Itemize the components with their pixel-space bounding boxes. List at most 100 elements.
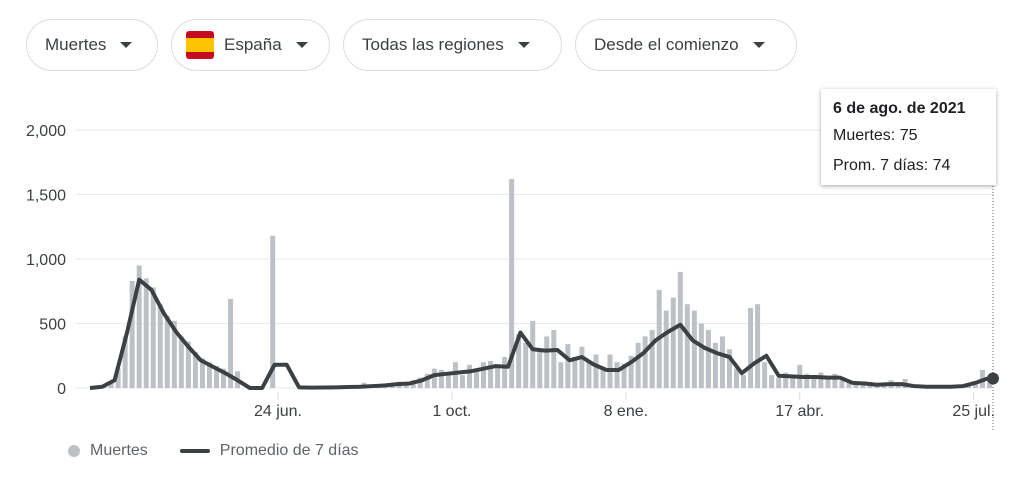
deaths-bar xyxy=(157,304,163,388)
deaths-bar xyxy=(122,336,128,388)
deaths-bar xyxy=(495,364,501,388)
region-label: Todas las regiones xyxy=(362,35,504,54)
deaths-bar xyxy=(129,280,135,388)
tooltip-avg: Prom. 7 días: 74 xyxy=(833,157,951,174)
deaths-bar xyxy=(417,377,423,388)
deaths-bar xyxy=(537,349,543,388)
deaths-bar xyxy=(867,385,873,388)
deaths-bar xyxy=(846,382,852,388)
deaths-bar xyxy=(635,342,641,388)
deaths-bar xyxy=(832,373,838,388)
country-dropdown[interactable]: España xyxy=(171,19,330,71)
y-tick-label: 500 xyxy=(39,317,66,334)
deaths-bar xyxy=(185,341,191,388)
deaths-bar xyxy=(811,377,817,388)
country-label: España xyxy=(224,35,282,54)
deaths-bar xyxy=(614,362,620,388)
y-tick-label: 2,000 xyxy=(26,123,66,140)
deaths-bar xyxy=(403,384,409,388)
chevron-down-icon xyxy=(517,42,530,48)
legend-bars-swatch xyxy=(68,445,80,457)
x-tick-label: 8 ene. xyxy=(604,403,648,420)
deaths-bar xyxy=(628,355,634,388)
tooltip-date: 6 de ago. de 2021 xyxy=(833,100,966,117)
deaths-bar xyxy=(649,329,655,388)
legend-bars-label: Muertes xyxy=(90,442,148,459)
region-dropdown[interactable]: Todas las regiones xyxy=(343,19,562,71)
deaths-bar xyxy=(551,329,557,388)
deaths-bar xyxy=(228,298,234,388)
deaths-bar xyxy=(755,304,761,388)
deaths-bar xyxy=(726,349,732,388)
deaths-bar xyxy=(783,372,789,388)
legend-line-swatch xyxy=(179,449,210,453)
deaths-bar xyxy=(544,336,550,388)
metric-label: Muertes xyxy=(45,35,107,54)
deaths-bar xyxy=(481,362,487,388)
deaths-bar xyxy=(698,323,704,388)
deaths-bar xyxy=(459,375,465,388)
deaths-bar xyxy=(825,376,831,388)
deaths-bar xyxy=(523,342,529,388)
deaths-bar xyxy=(206,362,212,388)
deaths-bar xyxy=(572,357,578,388)
deaths-bar xyxy=(452,362,458,388)
deaths-bar xyxy=(143,278,149,388)
y-tick-label: 1,500 xyxy=(26,188,66,205)
deaths-bar xyxy=(579,346,585,388)
deaths-bar xyxy=(164,315,170,388)
deaths-bar xyxy=(712,342,718,388)
spain-flag-icon xyxy=(186,31,214,59)
deaths-bar xyxy=(621,363,627,388)
x-tick-label: 1 oct. xyxy=(432,403,471,420)
legend: Muertes Promedio de 7 días xyxy=(68,442,359,460)
tooltip: 6 de ago. de 2021 Muertes: 75 Prom. 7 dí… xyxy=(821,89,996,185)
deaths-bar xyxy=(705,329,711,388)
deaths-bar xyxy=(719,336,725,388)
deaths-bar xyxy=(150,287,156,388)
deaths-bar xyxy=(466,364,472,388)
deaths-bar xyxy=(804,373,810,388)
deaths-bar xyxy=(600,368,606,388)
deaths-bar xyxy=(488,360,494,388)
metric-dropdown[interactable]: Muertes xyxy=(26,19,158,71)
x-tick-label: 17 abr. xyxy=(775,403,824,420)
deaths-bar xyxy=(734,368,740,388)
deaths-bar xyxy=(473,368,479,388)
deaths-bar xyxy=(790,376,796,388)
deaths-bar xyxy=(670,297,676,388)
deaths-bar xyxy=(438,369,444,388)
deaths-bar xyxy=(691,310,697,388)
deaths-bar xyxy=(776,377,782,388)
x-tick-label: 24 jun. xyxy=(254,403,302,420)
deaths-bar xyxy=(881,385,887,388)
hover-point xyxy=(987,372,999,385)
deaths-bar xyxy=(593,354,599,388)
range-label: Desde el comienzo xyxy=(594,35,739,54)
legend-line-label: Promedio de 7 días xyxy=(219,442,359,459)
deaths-bar xyxy=(108,382,114,388)
deaths-bar xyxy=(860,384,866,388)
deaths-bar xyxy=(136,265,142,388)
deaths-bar xyxy=(558,362,564,388)
deaths-bar xyxy=(516,333,522,388)
y-tick-label: 1,000 xyxy=(26,252,66,269)
avg-line xyxy=(89,277,989,390)
deaths-bar xyxy=(270,235,276,388)
deaths-bar xyxy=(502,357,508,388)
deaths-bar xyxy=(115,368,121,388)
deaths-bar xyxy=(530,320,536,388)
range-dropdown[interactable]: Desde el comienzo xyxy=(575,19,797,71)
deaths-bar xyxy=(677,271,683,388)
deaths-bar xyxy=(748,308,754,388)
y-tick-label: 0 xyxy=(57,381,66,398)
deaths-bar xyxy=(684,304,690,388)
chevron-down-icon xyxy=(295,42,308,48)
deaths-bar xyxy=(213,366,219,388)
deaths-bar xyxy=(839,380,845,388)
chevron-down-icon xyxy=(120,42,133,48)
deaths-bar xyxy=(565,344,571,388)
deaths-bar xyxy=(192,351,198,388)
deaths-bar xyxy=(586,362,592,388)
